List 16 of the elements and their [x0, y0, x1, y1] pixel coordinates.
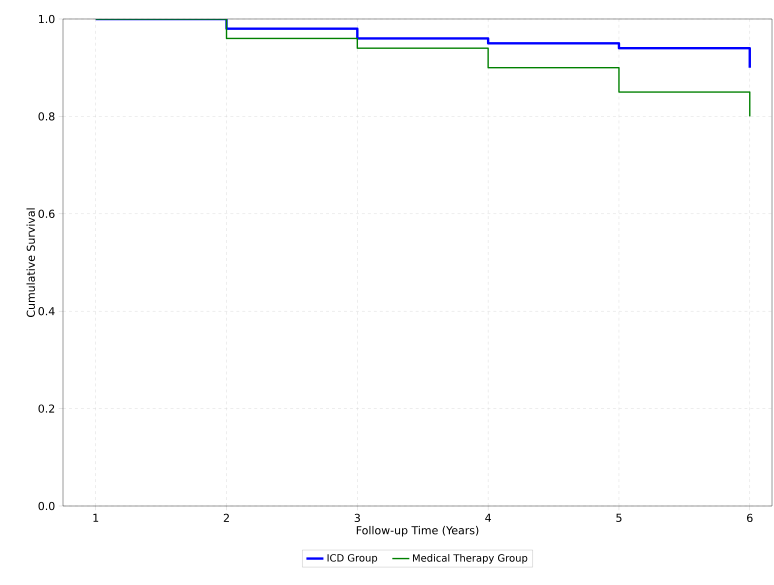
- legend-label: Medical Therapy Group: [412, 554, 528, 564]
- legend-label: ICD Group: [328, 554, 378, 564]
- x-tick-label: 4: [485, 514, 492, 522]
- x-tick-label: 3: [354, 514, 360, 522]
- x-tick-label: 5: [616, 514, 622, 522]
- y-tick-label: 0.4: [38, 307, 55, 316]
- y-tick-label: 0.8: [38, 112, 54, 121]
- y-tick-label: 1.0: [39, 14, 54, 24]
- y-tick-label: 0.6: [38, 210, 55, 218]
- x-axis-title: Follow-up Time (Years): [356, 526, 478, 537]
- x-tick-label: 2: [224, 514, 229, 522]
- x-tick-label: 1: [93, 514, 98, 522]
- y-axis-title: Cumulative Survival: [26, 208, 35, 317]
- y-tick-label: 0.2: [38, 404, 54, 413]
- x-tick-label: 6: [747, 514, 753, 522]
- y-tick-label: 0.0: [38, 502, 54, 510]
